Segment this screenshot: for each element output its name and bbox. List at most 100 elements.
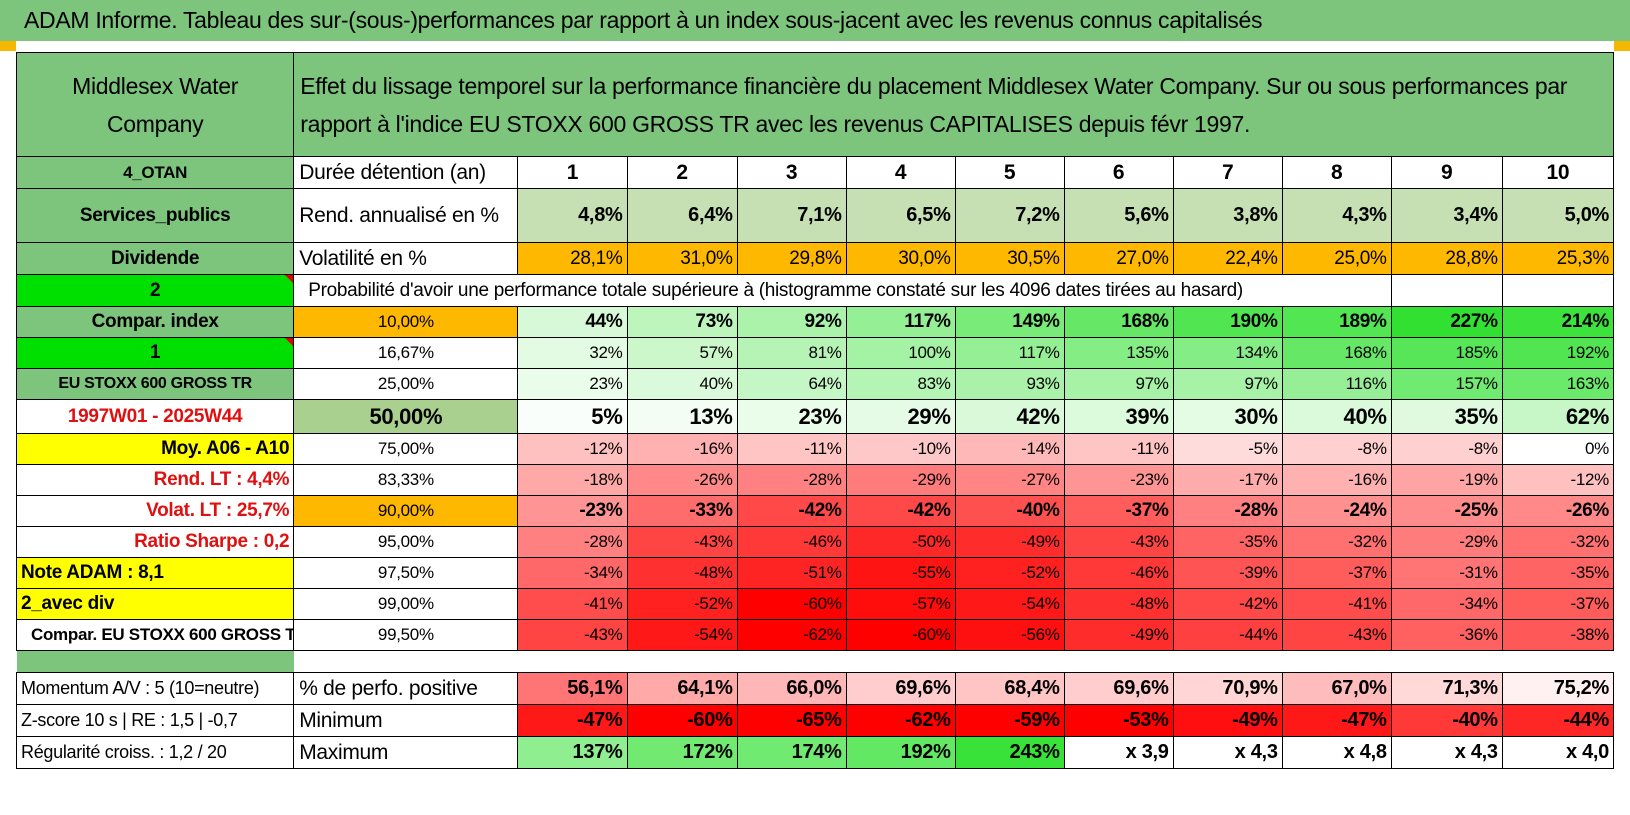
stats-value: 71,3% [1390,672,1503,705]
quantile-value: 97% [1172,368,1283,400]
stats-value: -40% [1390,704,1503,737]
stats-value: -47% [1281,704,1392,737]
side-label: Momentum A/V : 5 (10=neutre) [15,672,295,705]
quantile-value: 93% [954,368,1065,400]
quantile-percent: 10,00% [293,306,519,338]
quantile-value: -54% [954,588,1065,620]
quantile-value: -12% [1501,464,1615,496]
side-label: Régularité croiss. : 1,2 / 20 [15,736,295,769]
quantile-value: 83% [845,368,956,400]
return-value: 5,6% [1063,188,1174,243]
side-label: Volat. LT : 25,7% [15,495,295,527]
return-value: 6,5% [845,188,956,243]
quantile-value: 189% [1281,306,1392,338]
quantile-value: 192% [1501,337,1615,369]
quantile-value: 117% [845,306,956,338]
volatility-value: 30,0% [845,242,956,275]
stats-value: 137% [517,736,628,769]
stats-value: x 4,3 [1390,736,1503,769]
stats-value: -65% [736,704,847,737]
quantile-value: -16% [1281,464,1392,496]
quantile-value: -5% [1172,433,1283,465]
year-header: 3 [736,156,847,189]
volatility-value: 28,8% [1390,242,1503,275]
quantile-value: -28% [517,526,628,558]
stats-value: 172% [626,736,738,769]
quantile-value: -17% [1172,464,1283,496]
quantile-value: -43% [626,526,738,558]
stats-row: Régularité croiss. : 1,2 / 20 Maximum 137%… [15,736,1615,769]
side-label: Services_publics [15,188,295,243]
quantile-value: -41% [517,588,628,620]
quantile-percent: 83,33% [293,464,519,496]
quantile-row: 1 16,67% 32% 57% 81% 100% 117% 135% 134% 168% 185%… [15,337,1615,369]
quantile-value: 135% [1063,337,1174,369]
quantile-value: 30% [1172,399,1283,434]
quantile-value: -42% [736,495,847,527]
quantile-value: 62% [1501,399,1615,434]
quantile-percent: 90,00% [293,495,519,527]
side-label: Compar. index [15,306,295,338]
quantile-value: -28% [736,464,847,496]
quantile-value: -50% [845,526,956,558]
quantile-value: -42% [1172,588,1283,620]
quantile-value: 42% [954,399,1065,434]
stats-row: Z-score 10 s | RE : 1,5 | -0,7 Minimum -47… [15,704,1615,737]
quantile-value: 149% [954,306,1065,338]
quantile-value: 81% [736,337,847,369]
quantile-value: -35% [1501,557,1615,589]
row-label: Maximum [293,736,519,769]
quantile-value: -48% [1063,588,1174,620]
empty-cell [1390,274,1503,307]
probability-title: Probabilité d'avoir une performance tota… [293,274,1392,307]
stats-value: -49% [1172,704,1283,737]
quantile-value: 116% [1281,368,1392,400]
quantile-value: -57% [845,588,956,620]
quantile-value: -8% [1281,433,1392,465]
quantile-row: Compar. EU STOXX 600 GROSS TR 99,50% -43% -… [15,619,1615,651]
year-header: 9 [1390,156,1503,189]
quantile-value: -32% [1281,526,1392,558]
quantile-value: -54% [626,619,738,651]
quantile-value: -60% [736,588,847,620]
quantile-value: -49% [954,526,1065,558]
quantile-row: Compar. index 10,00% 44% 73% 92% 117% 149% 168%… [15,306,1615,338]
quantile-value: -29% [845,464,956,496]
quantile-percent: 50,00% [293,399,519,434]
quantile-row: 1997W01 - 2025W44 50,00% 5% 13% 23% 29% 42% 39%… [15,399,1615,434]
volatility-row: Dividende Volatilité en % 28,1% 31,0% 29,8% 3… [15,242,1615,275]
quantile-value: 64% [736,368,847,400]
quantile-value: -38% [1501,619,1615,651]
quantile-value: 92% [736,306,847,338]
row-label: Minimum [293,704,519,737]
quantile-percent: 25,00% [293,368,519,400]
company-name: Middlesex Water Company [15,52,295,157]
quantile-value: 23% [517,368,628,400]
stats-value: 69,6% [845,672,956,705]
header-row: Middlesex Water Company Effet du lissage … [15,52,1614,157]
quantile-value: 157% [1390,368,1503,400]
return-value: 3,4% [1390,188,1503,243]
duration-row: 4_OTAN Durée détention (an) 1 2 3 4 5 6 7 8 9 10 [15,156,1615,189]
quantile-value: -34% [1390,588,1503,620]
quantile-value: -31% [1390,557,1503,589]
stats-value: x 4,8 [1281,736,1392,769]
return-value: 4,3% [1281,188,1392,243]
stats-value: 69,6% [1063,672,1174,705]
quantile-value: 44% [517,306,628,338]
quantile-value: 190% [1172,306,1283,338]
quantile-value: -52% [954,557,1065,589]
corner-marker-left [0,41,16,51]
stats-value: 192% [845,736,956,769]
quantile-percent: 95,00% [293,526,519,558]
row-label: Volatilité en % [293,242,519,275]
quantile-value: -12% [517,433,628,465]
quantile-value: 227% [1390,306,1503,338]
quantile-value: -37% [1281,557,1392,589]
quantile-value: -23% [517,495,628,527]
side-label: EU STOXX 600 GROSS TR [15,368,295,400]
spacer-marker [16,650,294,673]
quantile-value: 168% [1063,306,1174,338]
stats-value: -47% [517,704,628,737]
quantile-percent: 99,00% [293,588,519,620]
